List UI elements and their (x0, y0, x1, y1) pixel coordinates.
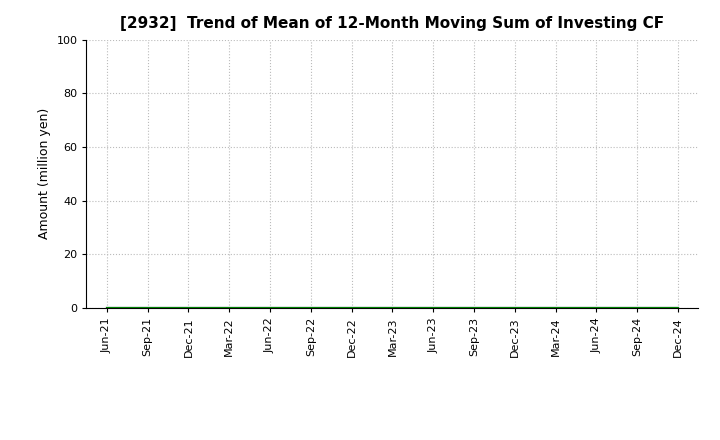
7 Years (347, 305, 356, 311)
10 Years (429, 305, 438, 311)
3 Years (388, 305, 397, 311)
7 Years (102, 305, 111, 311)
10 Years (674, 305, 683, 311)
10 Years (592, 305, 600, 311)
Title: [2932]  Trend of Mean of 12-Month Moving Sum of Investing CF: [2932] Trend of Mean of 12-Month Moving … (120, 16, 665, 32)
10 Years (388, 305, 397, 311)
5 Years (633, 305, 642, 311)
7 Years (429, 305, 438, 311)
3 Years (633, 305, 642, 311)
5 Years (307, 305, 315, 311)
7 Years (143, 305, 152, 311)
7 Years (388, 305, 397, 311)
7 Years (266, 305, 274, 311)
7 Years (225, 305, 233, 311)
7 Years (633, 305, 642, 311)
5 Years (225, 305, 233, 311)
5 Years (592, 305, 600, 311)
5 Years (674, 305, 683, 311)
3 Years (307, 305, 315, 311)
10 Years (266, 305, 274, 311)
3 Years (510, 305, 519, 311)
3 Years (347, 305, 356, 311)
7 Years (510, 305, 519, 311)
5 Years (552, 305, 560, 311)
7 Years (592, 305, 600, 311)
5 Years (143, 305, 152, 311)
10 Years (143, 305, 152, 311)
10 Years (552, 305, 560, 311)
7 Years (674, 305, 683, 311)
10 Years (225, 305, 233, 311)
3 Years (266, 305, 274, 311)
5 Years (510, 305, 519, 311)
Y-axis label: Amount (million yen): Amount (million yen) (38, 108, 51, 239)
10 Years (633, 305, 642, 311)
3 Years (225, 305, 233, 311)
3 Years (592, 305, 600, 311)
5 Years (184, 305, 193, 311)
5 Years (347, 305, 356, 311)
3 Years (184, 305, 193, 311)
5 Years (266, 305, 274, 311)
10 Years (184, 305, 193, 311)
5 Years (102, 305, 111, 311)
7 Years (307, 305, 315, 311)
7 Years (552, 305, 560, 311)
3 Years (143, 305, 152, 311)
7 Years (184, 305, 193, 311)
10 Years (469, 305, 478, 311)
5 Years (469, 305, 478, 311)
3 Years (429, 305, 438, 311)
10 Years (347, 305, 356, 311)
10 Years (307, 305, 315, 311)
5 Years (388, 305, 397, 311)
10 Years (102, 305, 111, 311)
3 Years (674, 305, 683, 311)
10 Years (510, 305, 519, 311)
3 Years (552, 305, 560, 311)
5 Years (429, 305, 438, 311)
3 Years (469, 305, 478, 311)
7 Years (469, 305, 478, 311)
3 Years (102, 305, 111, 311)
